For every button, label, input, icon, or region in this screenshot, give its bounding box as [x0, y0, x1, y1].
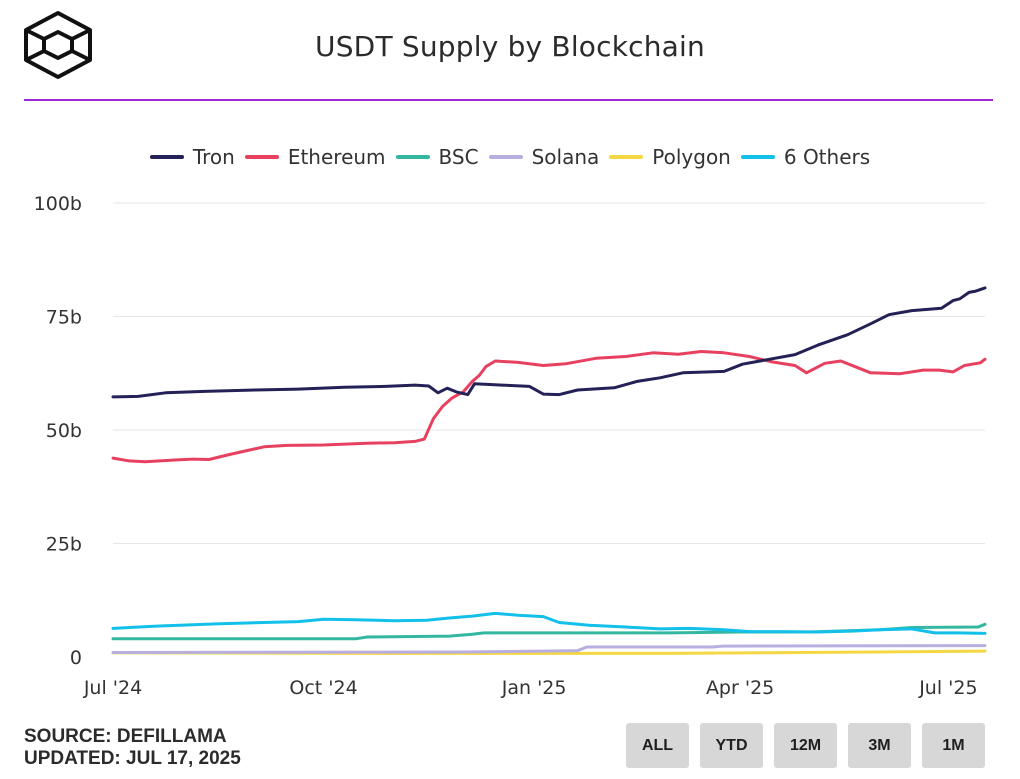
legend-swatch	[395, 155, 430, 159]
y-tick-label: 0	[70, 647, 82, 669]
legend-item-bsc[interactable]: BSC	[395, 145, 479, 169]
range-selector: ALL YTD 12M 3M 1M	[626, 723, 985, 768]
updated-text: UPDATED: JUL 17, 2025	[24, 748, 241, 769]
range-3m-button[interactable]: 3M	[848, 723, 911, 768]
legend-label: BSC	[438, 145, 479, 169]
y-tick-label: 100b	[34, 193, 82, 215]
range-1m-button[interactable]: 1M	[922, 723, 985, 768]
legend-item-solana[interactable]: Solana	[488, 145, 600, 169]
y-tick-label: 50b	[46, 420, 82, 442]
defillama-logo-icon	[24, 11, 92, 79]
series-line-ethereum	[111, 350, 987, 464]
legend-item-6-others[interactable]: 6 Others	[740, 145, 871, 169]
legend-swatch	[488, 155, 523, 159]
series-line-tron	[111, 286, 987, 399]
chart-title: USDT Supply by Blockchain	[315, 30, 705, 63]
range-12m-button[interactable]: 12M	[774, 723, 837, 768]
y-tick-label: 25b	[46, 534, 82, 556]
legend-item-tron[interactable]: Tron	[149, 145, 235, 169]
series-line-6-others	[111, 611, 987, 635]
source-text: SOURCE: DEFILLAMA	[24, 726, 227, 747]
x-tick-label: Jul '24	[83, 677, 142, 699]
legend-label: 6 Others	[783, 145, 871, 169]
y-tick-label: 75b	[46, 307, 82, 329]
x-tick-label: Oct '24	[289, 677, 357, 699]
legend-label: Polygon	[652, 145, 731, 169]
legend-label: Solana	[531, 145, 600, 169]
range-all-button[interactable]: ALL	[626, 723, 689, 768]
x-tick-label: Jan '25	[501, 677, 567, 699]
legend-swatch	[149, 155, 184, 159]
source-note: SOURCE: DEFILLAMA UPDATED: JUL 17, 2025	[24, 726, 241, 770]
x-tick-label: Jul '25	[918, 677, 977, 699]
range-ytd-button[interactable]: YTD	[700, 723, 763, 768]
series-line-solana	[111, 644, 987, 654]
x-tick-label: Apr '25	[706, 677, 774, 699]
legend-label: Tron	[192, 145, 235, 169]
legend-swatch	[740, 155, 775, 159]
legend-item-polygon[interactable]: Polygon	[609, 145, 731, 169]
legend-label: Ethereum	[287, 145, 386, 169]
line-chart: 0 25b 50b 75b 100b Jul '24 Oct '24 Jan '25 Apr '…	[34, 193, 987, 699]
legend-item-ethereum[interactable]: Ethereum	[244, 145, 386, 169]
legend-swatch	[244, 155, 279, 159]
header-divider	[24, 99, 993, 101]
chart-legend: Tron Ethereum BSC Solana Polygon 6 Others	[0, 144, 1020, 170]
legend-swatch	[609, 155, 644, 159]
